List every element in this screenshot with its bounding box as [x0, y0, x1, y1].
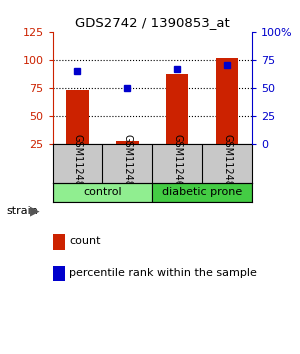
- Text: GSM112464: GSM112464: [172, 134, 182, 193]
- Text: count: count: [69, 236, 100, 246]
- Text: GSM112489: GSM112489: [122, 134, 132, 193]
- Text: strain: strain: [6, 206, 38, 216]
- Bar: [216, 58, 238, 172]
- Title: GDS2742 / 1390853_at: GDS2742 / 1390853_at: [75, 16, 230, 29]
- Text: GSM112487: GSM112487: [222, 134, 232, 193]
- Text: diabetic prone: diabetic prone: [162, 187, 242, 197]
- Text: ▶: ▶: [30, 204, 39, 217]
- Bar: [166, 74, 188, 172]
- Text: GSM112488: GSM112488: [72, 134, 82, 193]
- Bar: [66, 90, 89, 172]
- Text: percentile rank within the sample: percentile rank within the sample: [69, 268, 257, 278]
- Bar: [116, 141, 139, 172]
- Bar: [152, 183, 252, 202]
- Bar: [52, 183, 152, 202]
- Text: control: control: [83, 187, 122, 197]
